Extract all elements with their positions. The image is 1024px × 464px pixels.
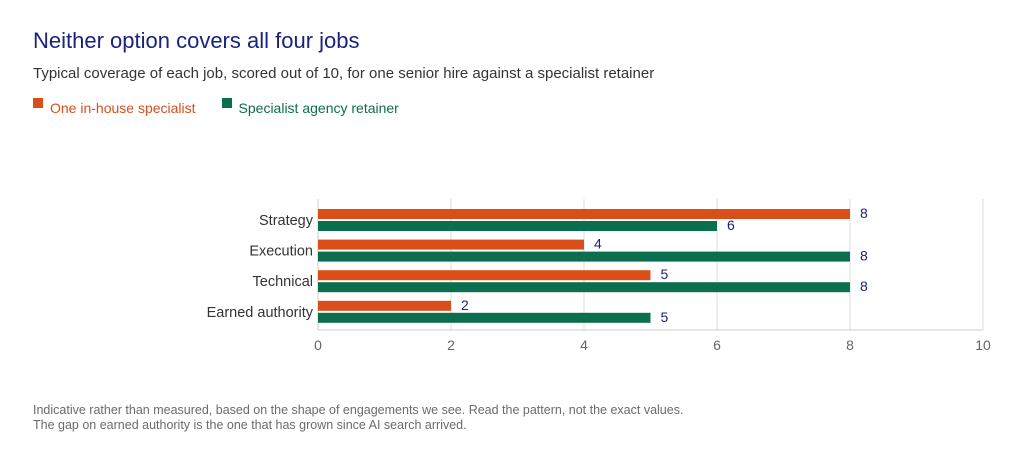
bar-technical-agency xyxy=(318,282,850,293)
x-tick-label-0: 0 xyxy=(314,337,322,353)
bar-technical-in-house xyxy=(318,270,651,281)
data-label-execution-in-house: 4 xyxy=(594,236,602,252)
bar-earned-authority-agency xyxy=(318,312,651,323)
legend-swatch-agency xyxy=(221,98,232,108)
x-tick-label-8: 8 xyxy=(846,337,854,353)
legend-item-in-house: One in-house specialist xyxy=(33,98,196,116)
bar-strategy-in-house xyxy=(318,209,850,219)
data-label-strategy-agency: 6 xyxy=(727,217,735,233)
x-tick-label-10: 10 xyxy=(975,337,991,353)
data-label-execution-agency: 8 xyxy=(860,248,868,264)
bar-execution-in-house xyxy=(318,239,584,250)
data-label-technical-agency: 8 xyxy=(860,278,868,294)
bar-earned-authority-in-house xyxy=(318,300,451,311)
footnote-line-2: The gap on earned authority is the one t… xyxy=(33,418,467,432)
chart-subtitle: Typical coverage of each job, scored out… xyxy=(33,65,655,82)
footnote-line-1: Indicative rather than measured, based o… xyxy=(33,403,684,417)
footnote: Indicative rather than measured, based o… xyxy=(33,403,683,433)
bar-strategy-agency xyxy=(318,221,717,231)
x-tick-label-2: 2 xyxy=(447,337,455,353)
category-label-technical: Technical xyxy=(253,274,313,290)
chart-title: Neither option covers all four jobs xyxy=(33,28,360,53)
legend-item-agency: Specialist agency retainer xyxy=(221,98,399,116)
bar-execution-agency xyxy=(318,251,850,262)
data-label-earned-authority-agency: 5 xyxy=(661,309,669,325)
legend-label-in-house: One in-house specialist xyxy=(50,100,196,116)
data-label-technical-in-house: 5 xyxy=(661,266,669,282)
category-label-strategy: Strategy xyxy=(259,213,314,229)
data-label-strategy-in-house: 8 xyxy=(860,205,868,221)
data-label-earned-authority-in-house: 2 xyxy=(461,297,469,313)
legend-swatch-in-house xyxy=(33,98,43,108)
x-tick-label-4: 4 xyxy=(580,337,588,353)
x-tick-label-6: 6 xyxy=(713,337,721,353)
category-label-execution: Execution xyxy=(249,244,313,260)
category-label-earned-authority: Earned authority xyxy=(207,305,314,321)
chart-legend: One in-house specialist Specialist agenc… xyxy=(33,98,425,116)
legend-label-agency: Specialist agency retainer xyxy=(238,100,399,116)
